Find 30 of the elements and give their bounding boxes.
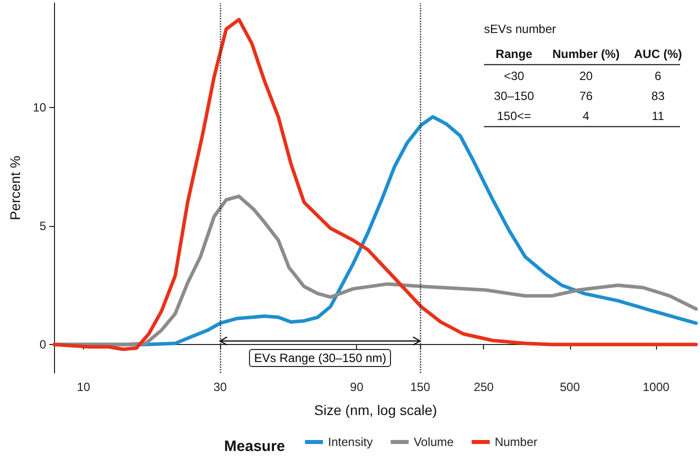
annotation: 20 (578, 68, 594, 85)
legend-label: Volume (414, 435, 454, 449)
annotation: <30 (502, 68, 526, 85)
annotation: AUC (%) (633, 46, 683, 63)
y-tick-label: 0 (40, 338, 47, 352)
x-tick-label: 30 (213, 380, 228, 394)
x-tick-label: 1000 (642, 380, 670, 394)
x-tick-label: 90 (350, 380, 364, 394)
x-tick-label: 250 (474, 380, 494, 394)
annotation: 76 (578, 88, 594, 105)
annotation: EVs Range (30–150 nm) (249, 348, 392, 367)
annotation: 150<= (496, 108, 532, 125)
annotation: 6 (654, 68, 662, 85)
legend-label: Intensity (328, 435, 373, 449)
x-tick-label: 500 (560, 380, 580, 394)
x-tick-label: 10 (76, 380, 91, 394)
annotation: 30–150 (492, 88, 536, 105)
legend-label: Number (494, 435, 538, 449)
annotation: 83 (650, 88, 666, 105)
legend-title: Measure (224, 438, 286, 455)
y-tick-label: 5 (40, 218, 47, 233)
y-axis-title: Percent % (7, 156, 23, 220)
annotation: 4 (582, 108, 590, 125)
annotation: 11 (650, 108, 666, 125)
annotation: sEVs number (484, 22, 558, 36)
annotation: Range (494, 46, 534, 63)
annotation: Number (%) (551, 46, 621, 63)
x-tick-label: 150 (410, 380, 431, 394)
y-tick-label: 10 (32, 100, 47, 114)
x-axis-title: Size (nm, log scale) (314, 402, 438, 418)
